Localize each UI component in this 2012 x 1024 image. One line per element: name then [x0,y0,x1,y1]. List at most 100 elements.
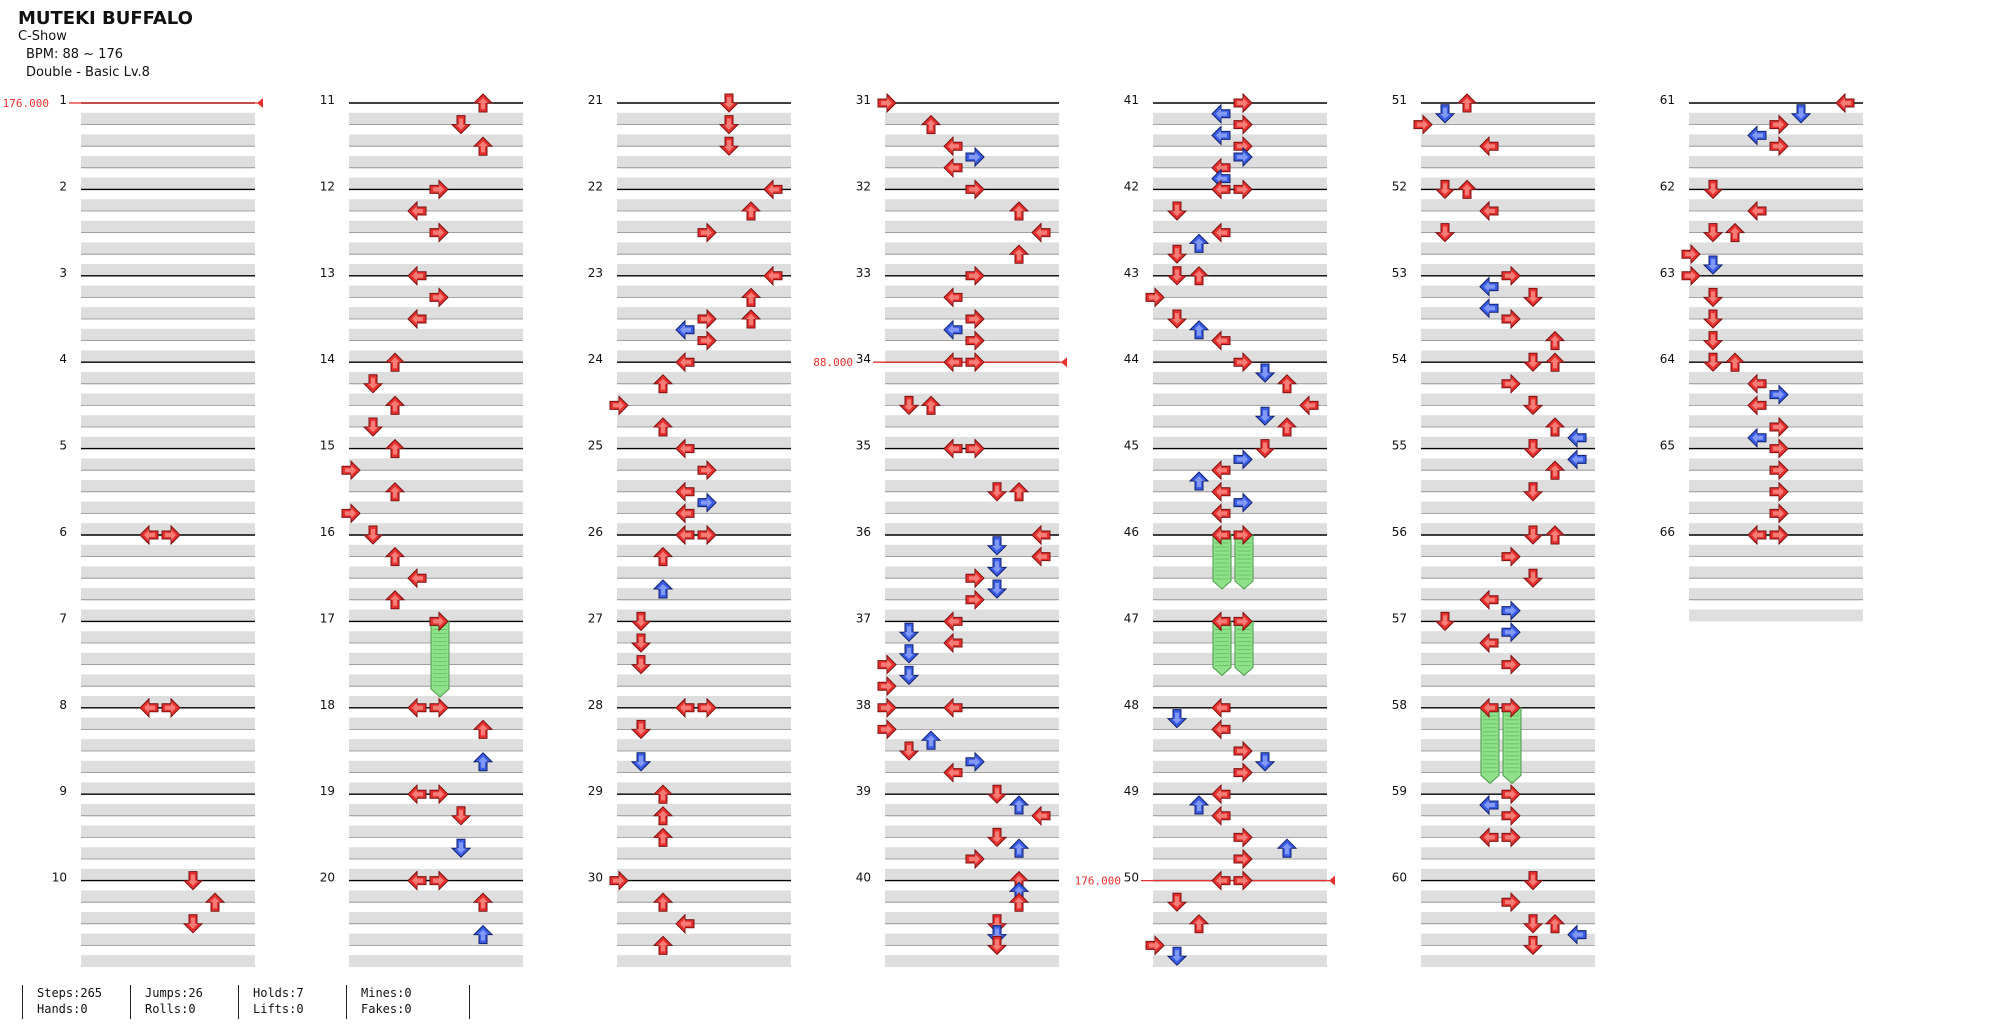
measure-strip [1421,328,1595,341]
measure-strip [617,156,791,168]
measure: 65 [1660,439,1863,535]
measure-strip [1421,350,1595,363]
measure-strip [349,264,523,276]
measure: 10 [52,871,255,967]
measure-strip [885,264,1059,276]
bpm-marker-icon [1061,357,1067,368]
measure-strip [617,436,791,449]
measure-number: 6 [59,525,67,539]
hold-note [430,620,450,698]
measure-number: 1 [59,93,67,107]
bpm-marker-icon [1329,875,1335,886]
measure-strip [349,955,523,967]
measure-strip [349,782,523,795]
measure: 11 [320,93,523,190]
measure-strip [1153,177,1327,190]
measure-strip [81,912,255,924]
measure-number: 3 [59,266,67,280]
measure-number: 10 [52,871,67,885]
measure-strip [1421,890,1595,903]
measure-strip [81,242,255,255]
measure-strip [885,134,1059,147]
measure-strip [1421,523,1595,535]
measure-strip [81,458,255,471]
bpm-value: 88.000 [813,356,853,369]
measure-strip [349,868,523,881]
measure-strip [81,480,255,492]
hold-note [1212,534,1232,590]
measure-strip [1689,480,1863,492]
hold-note [1480,707,1500,785]
stat-group: Holds:7 Lifts:0 [238,985,361,1019]
measure-strip [1421,868,1595,881]
measure: 14 [320,352,523,449]
measure: 20 [320,871,523,967]
measure-strip [885,393,1059,406]
measure-strip [1689,220,1863,233]
measure-strip [617,480,791,492]
measure-number: 20 [320,871,335,885]
measure-strip [1689,588,1863,600]
measure-strip [885,350,1059,363]
measure-strip [1153,480,1327,492]
measure-strip [617,739,791,751]
measure: 21 [588,93,791,190]
measure-strip [81,436,255,449]
measure-strip [81,760,255,773]
measure-strip [81,739,255,751]
measure: 7 [59,611,255,708]
measure-strip [1421,458,1595,471]
measure-number: 21 [588,93,603,107]
measure: 51 [1392,93,1595,190]
measure-number: 24 [588,352,603,366]
stat-group: Steps:265 Hands:0 [22,985,145,1019]
measure-number: 23 [588,266,603,280]
measure-strip [617,696,791,708]
measure-strip [349,501,523,514]
measure-strip [617,955,791,967]
measure-strip [81,674,255,687]
measure-strip [1421,177,1595,190]
measure-number: 9 [59,784,67,798]
measure-strip [349,328,523,341]
measure-strip [349,242,523,255]
measure-strip [81,566,255,579]
measure: 40 [856,871,1059,967]
hold-note [1502,707,1522,785]
measure: 55 [1392,439,1595,535]
measure-strip [81,933,255,946]
measure-strip [81,307,255,319]
measure-strip [1689,328,1863,341]
measure-strip [1421,242,1595,255]
measure-strip [1421,112,1595,125]
measure-strip [1153,674,1327,687]
measure-strip [349,393,523,406]
measure-number: 25 [588,439,603,453]
measure-strip [885,674,1059,687]
measure-strip [81,501,255,514]
measure-strip [1421,285,1595,298]
measure-strip [617,393,791,406]
measure-strip [1421,804,1595,816]
measure-strip [1153,112,1327,125]
measure-number: 45 [1124,439,1139,453]
measure-strip [617,609,791,622]
measure-number: 19 [320,784,335,798]
measure-strip [349,566,523,579]
measure-strip [617,782,791,795]
measure-number: 11 [320,93,335,107]
measure-strip [617,804,791,816]
measure-strip [349,350,523,363]
measure: 17 [320,611,523,708]
measure: 22 [588,179,791,276]
measure-strip [81,177,255,190]
measure-strip [1421,393,1595,406]
measure-strip [1153,912,1327,924]
measure-strip [1153,285,1327,298]
measure: 57 [1392,611,1595,708]
measure-strip [885,220,1059,233]
quarter-arrow-icon [877,93,897,113]
measure-strip [617,458,791,471]
quarter-arrow-icon [1835,93,1855,113]
